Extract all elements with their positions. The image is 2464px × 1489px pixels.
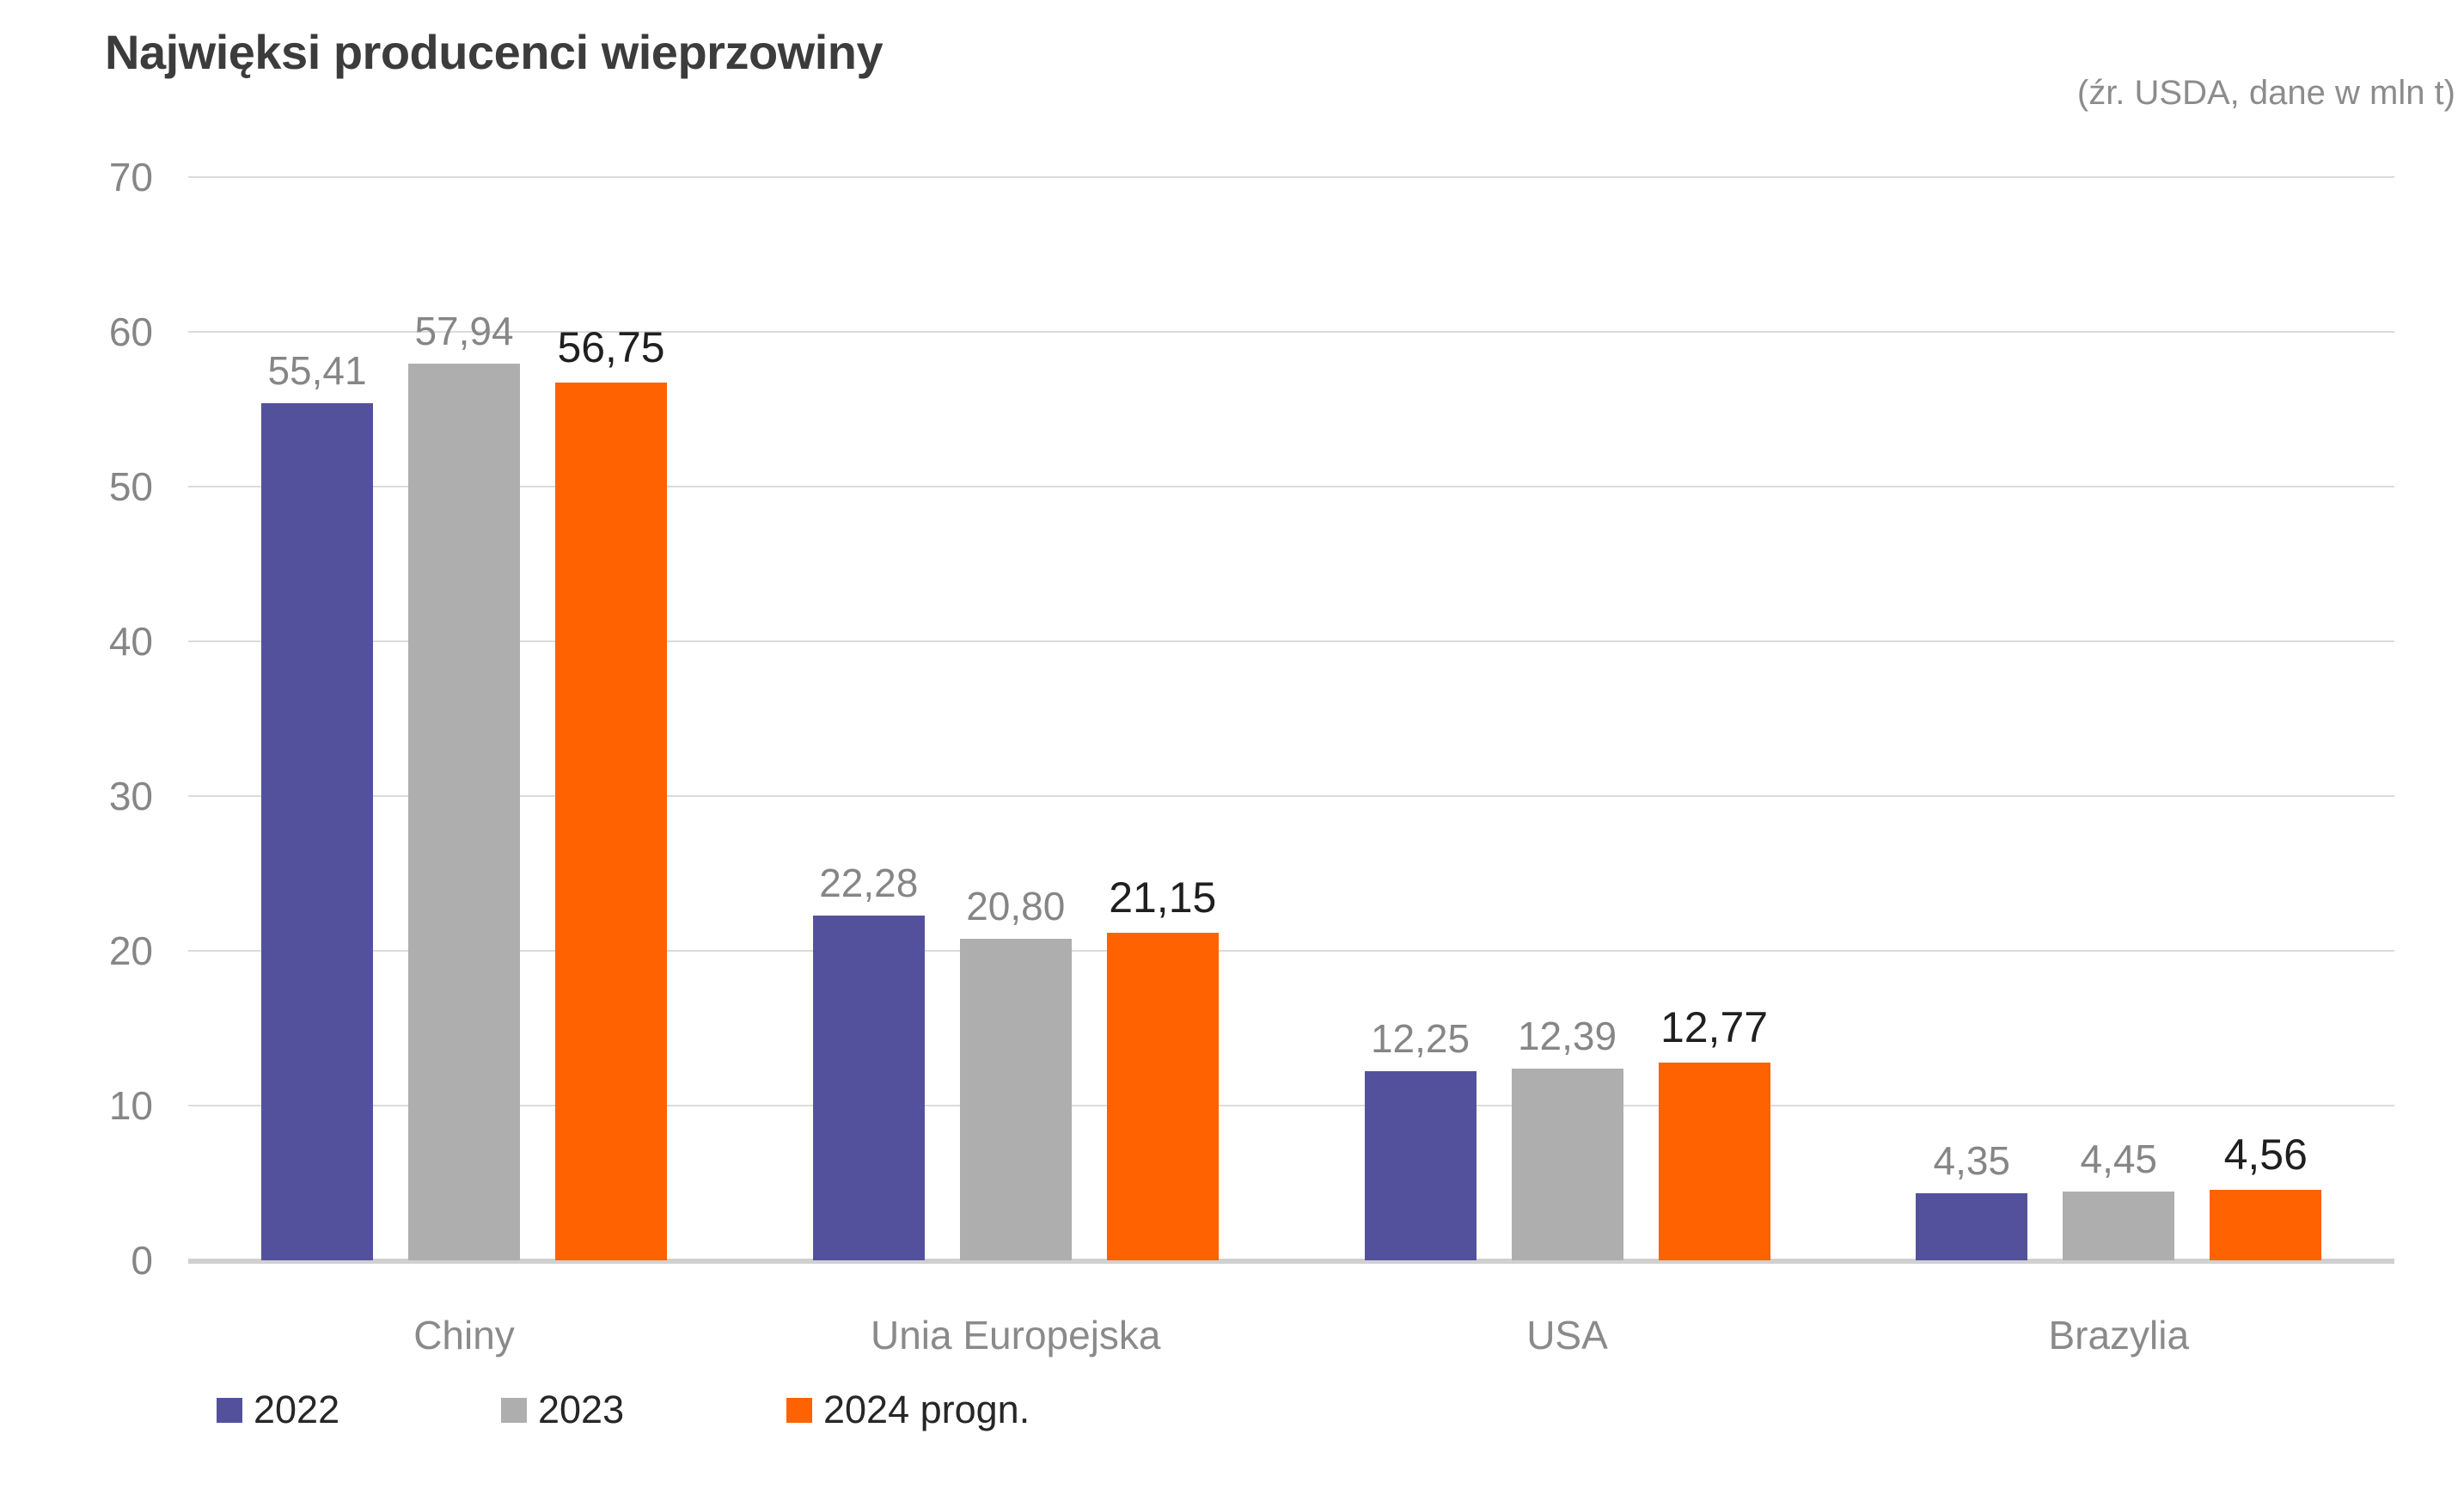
gridline-70 xyxy=(188,176,2394,178)
value-label-chiny-2024-progn: 56,75 xyxy=(557,322,665,371)
gridline-40 xyxy=(188,640,2394,642)
y-axis-tick-0: 0 xyxy=(131,1238,153,1283)
category-label-unia-europejska: Unia Europejska xyxy=(870,1313,1161,1357)
category-label-usa: USA xyxy=(1526,1313,1608,1357)
value-label-brazylia-2023: 4,45 xyxy=(2080,1136,2158,1181)
bar-chiny-2024-progn xyxy=(555,382,667,1260)
gridline-30 xyxy=(188,795,2394,797)
category-label-chiny: Chiny xyxy=(413,1313,515,1357)
value-label-unia-europejska-2023: 20,80 xyxy=(966,883,1066,928)
gridline-50 xyxy=(188,486,2394,487)
gridline-10 xyxy=(188,1105,2394,1106)
value-label-brazylia-2022: 4,35 xyxy=(1933,1137,2011,1183)
gridline-60 xyxy=(188,331,2394,333)
value-label-chiny-2022: 55,41 xyxy=(267,347,367,393)
bar-usa-2023 xyxy=(1511,1068,1623,1260)
value-label-usa-2023: 12,39 xyxy=(1517,1013,1617,1058)
gridline-0 xyxy=(188,1259,2394,1264)
value-label-brazylia-2024-progn: 4,56 xyxy=(2223,1130,2308,1179)
category-label-brazylia: Brazylia xyxy=(2048,1313,2190,1357)
chart-title: Najwięksi producenci wieprzowiny xyxy=(105,25,883,79)
bar-unia-europejska-2024-progn xyxy=(1106,933,1219,1260)
y-axis-tick-20: 20 xyxy=(108,928,153,973)
bar-brazylia-2023 xyxy=(2063,1191,2175,1260)
y-axis-tick-30: 30 xyxy=(108,774,153,818)
bar-usa-2024-progn xyxy=(1658,1063,1770,1260)
y-axis-tick-10: 10 xyxy=(108,1083,153,1128)
value-label-usa-2024-progn: 12,77 xyxy=(1660,1003,1769,1052)
bar-chiny-2023 xyxy=(408,364,520,1260)
y-axis-tick-40: 40 xyxy=(108,619,153,664)
value-label-chiny-2023: 57,94 xyxy=(414,309,514,354)
bar-unia-europejska-2023 xyxy=(959,938,1072,1260)
y-axis-tick-70: 70 xyxy=(108,155,153,199)
gridline-20 xyxy=(188,950,2394,952)
bar-chiny-2022 xyxy=(261,402,373,1260)
y-axis-tick-50: 50 xyxy=(108,464,153,509)
bar-unia-europejska-2022 xyxy=(812,915,925,1260)
bar-brazylia-2022 xyxy=(1916,1192,2028,1260)
value-label-unia-europejska-2024-progn: 21,15 xyxy=(1109,873,1217,922)
value-label-unia-europejska-2022: 22,28 xyxy=(819,860,919,905)
source-note: (źr. USDA, dane w mln t) xyxy=(2076,74,2455,112)
y-axis-tick-60: 60 xyxy=(108,309,153,354)
bar-usa-2022 xyxy=(1364,1070,1477,1260)
bar-brazylia-2024-progn xyxy=(2210,1189,2322,1260)
value-label-usa-2022: 12,25 xyxy=(1370,1015,1470,1061)
